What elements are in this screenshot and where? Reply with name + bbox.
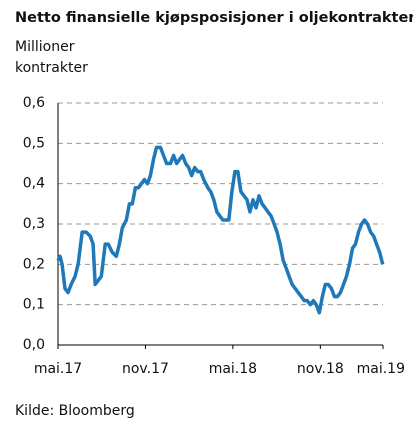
y-tick-label: 0,5	[23, 135, 45, 151]
x-tick-label: mai.18	[209, 361, 257, 377]
y-tick-label: 0,3	[23, 216, 45, 232]
x-tick-label: nov.18	[297, 361, 344, 377]
y-axis-label: Millioner	[15, 39, 75, 55]
y-tick-label: 0,1	[23, 297, 45, 313]
x-tick-label: mai.19	[357, 361, 405, 377]
source: Kilde: Bloomberg	[15, 403, 135, 419]
y-tick-label: 0,6	[23, 95, 45, 111]
y-tick-label: 0,2	[23, 256, 45, 272]
x-tick-label: mai.17	[34, 361, 82, 377]
y-tick-label: 0,0	[23, 337, 45, 353]
y-axis-label: kontrakter	[15, 60, 88, 76]
chart-title: Netto finansielle kjøpsposisjoner i olje…	[15, 10, 413, 26]
y-tick-label: 0,4	[23, 176, 45, 192]
x-tick-label: nov.17	[122, 361, 169, 377]
data-line	[56, 145, 385, 315]
